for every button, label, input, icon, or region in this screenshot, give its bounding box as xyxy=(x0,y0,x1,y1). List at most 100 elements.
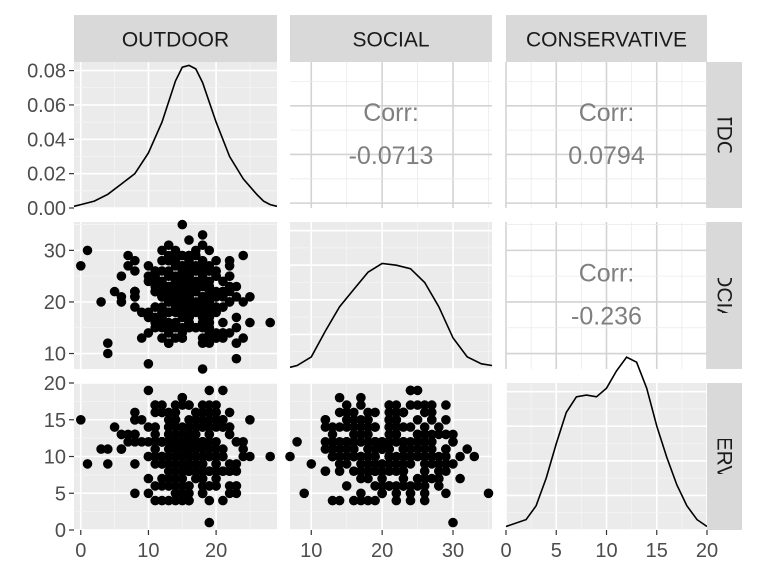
scatter-point xyxy=(231,459,242,469)
scatter-point xyxy=(211,302,221,312)
scatter-point xyxy=(363,473,373,484)
y-tick-label: 30 xyxy=(44,240,66,262)
scatter-point xyxy=(224,328,235,338)
scatter-point xyxy=(419,495,430,506)
scatter-point xyxy=(150,422,160,432)
scatter-point xyxy=(191,422,201,432)
scatter-point xyxy=(157,245,167,256)
scatter-point xyxy=(211,473,221,484)
scatter-point xyxy=(370,407,380,418)
y-tick-label: 15 xyxy=(44,410,66,432)
scatter-point xyxy=(334,495,345,506)
scatter-point xyxy=(143,451,154,462)
scatter-point xyxy=(82,459,93,469)
scatter-points xyxy=(285,385,494,528)
scatter-point xyxy=(349,451,359,462)
scatter-point xyxy=(163,495,174,506)
y-tick-label: 0.08 xyxy=(27,61,66,83)
scatter-point xyxy=(349,429,359,440)
scatter-point xyxy=(370,466,380,477)
scatter-point xyxy=(184,415,194,425)
scatter-point xyxy=(398,473,409,484)
strip-label-top: OUTDOOR xyxy=(122,29,229,52)
scatter-point xyxy=(163,437,174,447)
scatter-point xyxy=(231,488,242,499)
scatter-point xyxy=(150,276,160,287)
scatter-point xyxy=(177,219,188,230)
scatter-point xyxy=(177,495,188,506)
scatter-point xyxy=(363,444,373,454)
scatter-point xyxy=(177,444,188,454)
scatter-point xyxy=(204,261,215,271)
scatter-point xyxy=(177,466,188,477)
scatter-point xyxy=(150,302,160,312)
scatter-point xyxy=(191,276,201,287)
scatter-point xyxy=(448,517,458,528)
y-tick-label: 10 xyxy=(44,447,66,469)
scatter-point xyxy=(356,459,366,469)
scatter-point xyxy=(197,281,208,292)
scatter-point xyxy=(150,312,160,323)
scatter-point xyxy=(441,429,451,440)
scatter-point xyxy=(405,437,416,447)
scatter-point xyxy=(76,261,86,271)
scatter-point xyxy=(218,466,228,477)
panel-background xyxy=(74,62,277,208)
scatter-point xyxy=(197,322,208,333)
corr-value: -0.236 xyxy=(571,303,642,331)
scatter-point xyxy=(377,481,387,491)
scatter-point xyxy=(150,451,160,462)
strip-right-conservative xyxy=(707,383,742,530)
scatter-point xyxy=(211,255,221,266)
scatter-point xyxy=(327,444,338,454)
strip-label-right: SOCIAL xyxy=(713,257,736,334)
scatter-point xyxy=(238,250,248,261)
scatter-point xyxy=(211,459,221,469)
y-tick-label: 0.04 xyxy=(27,129,66,151)
scatter-point xyxy=(448,429,458,440)
panel-outdoor-social xyxy=(290,62,492,208)
scatter-point xyxy=(211,437,221,447)
corr-label: Corr: xyxy=(363,99,419,127)
scatter-point xyxy=(341,451,352,462)
corr-label: Corr: xyxy=(579,260,635,288)
scatter-point xyxy=(391,415,402,425)
scatter-point xyxy=(184,451,194,462)
scatter-point xyxy=(341,459,352,469)
scatter-point xyxy=(191,444,201,454)
scatter-point xyxy=(150,429,160,440)
scatter-point xyxy=(143,359,154,369)
scatter-point xyxy=(116,297,127,307)
scatter-point xyxy=(427,459,437,469)
scatter-point xyxy=(398,422,409,432)
scatter-point xyxy=(184,444,194,454)
scatter-point xyxy=(150,407,160,418)
scatter-point xyxy=(412,437,423,447)
scatter-point xyxy=(211,444,221,454)
scatter-point xyxy=(184,261,194,271)
scatter-point xyxy=(334,459,345,469)
scatter-point xyxy=(434,429,444,440)
scatter-point xyxy=(211,266,221,276)
scatter-point xyxy=(419,451,430,462)
scatter-point xyxy=(177,400,188,410)
scatter-point xyxy=(103,444,113,454)
scatter-point xyxy=(197,312,208,323)
scatter-point xyxy=(370,481,380,491)
scatter-point xyxy=(384,422,395,432)
x-tick-label: 20 xyxy=(205,540,227,562)
scatter-point xyxy=(163,481,174,491)
scatter-point xyxy=(238,297,248,307)
scatter-point xyxy=(218,328,228,338)
scatter-point xyxy=(123,261,133,271)
scatter-point xyxy=(170,261,181,271)
scatter-point xyxy=(177,333,188,343)
scatter-point xyxy=(356,415,366,425)
scatter-point xyxy=(177,437,188,447)
x-tick-label: 10 xyxy=(137,540,159,562)
scatter-point xyxy=(204,400,215,410)
scatter-point xyxy=(391,437,402,447)
scatter-point xyxy=(197,488,208,499)
scatter-point xyxy=(224,407,235,418)
scatter-point xyxy=(245,451,255,462)
